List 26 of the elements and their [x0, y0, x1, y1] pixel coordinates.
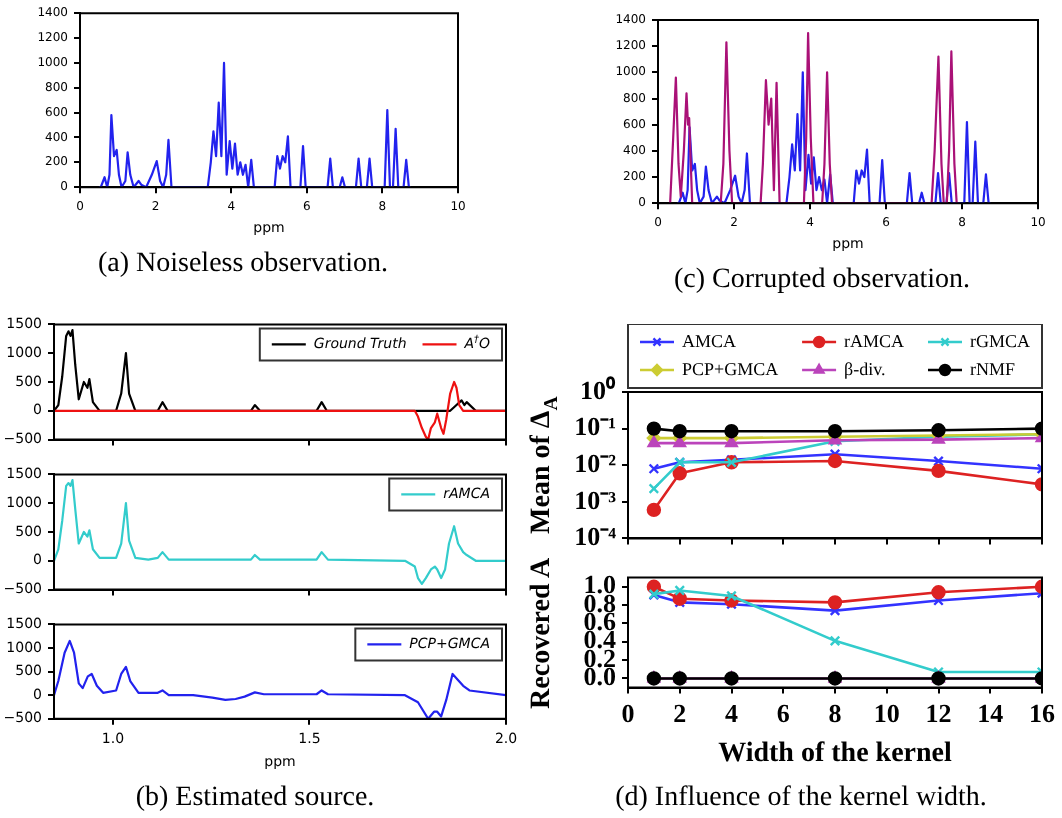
- x-tick-label: 8: [828, 697, 843, 728]
- legend-label: rGMCA: [970, 330, 1031, 351]
- x-tick-label: 2: [673, 697, 687, 728]
- text: (b) Estimated source.: [135, 782, 375, 813]
- x-tick-label: 16: [1029, 697, 1056, 728]
- x-tick-label: 12: [925, 697, 952, 728]
- legend-label: AMCA: [682, 330, 738, 351]
- text: (c) Corrupted observation.: [673, 264, 971, 295]
- legend-label: rAMCA: [844, 330, 906, 351]
- y-tick-label: 10⁰: [580, 374, 616, 405]
- legend-label: β-div.: [844, 358, 886, 379]
- x-tick-label: 6: [776, 697, 791, 728]
- y-tick-label: 10⁻⁴: [574, 521, 617, 552]
- x-tick-label: 10: [873, 697, 900, 728]
- y-tick-label: 10⁻²: [574, 447, 617, 478]
- y-tick-label: 10⁻¹: [574, 411, 617, 442]
- text: (d) Influence of the kernel width.: [615, 782, 987, 813]
- x-tick-label: 4: [725, 697, 739, 728]
- y-axis-title: Mean of ΔA: [527, 396, 563, 534]
- y-tick-label: 10⁻³: [574, 484, 617, 515]
- y-axis-title: Recovered A: [527, 556, 558, 709]
- legend-label: PCP+GMCA: [682, 358, 780, 379]
- legend-label: rNMF: [970, 358, 1016, 379]
- x-tick-label: 14: [977, 697, 1005, 728]
- text: (a) Noiseless observation.: [97, 248, 389, 279]
- x-axis-title: Width of the kernel: [718, 738, 953, 769]
